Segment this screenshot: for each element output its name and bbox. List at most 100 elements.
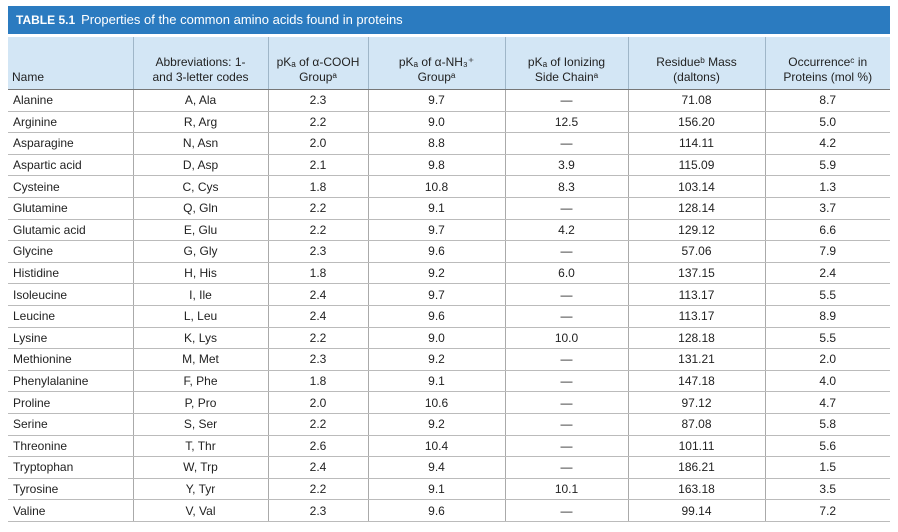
table-cell: 5.9 — [765, 154, 890, 177]
table-cell: 10.8 — [368, 175, 506, 198]
table-cell: 2.2 — [268, 413, 369, 436]
table-cell: L, Leu — [133, 305, 269, 328]
table-row: Tyrosine Y, Tyr 2.2 9.1 10.1 163.18 3.5 — [8, 478, 890, 501]
table-cell: 3.7 — [765, 197, 890, 220]
table-cell: 5.8 — [765, 413, 890, 436]
table-cell: N, Asn — [133, 132, 269, 155]
table-cell: 5.5 — [765, 327, 890, 350]
table-cell: Y, Tyr — [133, 478, 269, 501]
table-cell: Isoleucine — [8, 283, 134, 306]
table-cell: Lysine — [8, 327, 134, 350]
table-cell: A, Ala — [133, 89, 269, 112]
table-cell: 2.0 — [268, 391, 369, 414]
table-cell: 147.18 — [628, 370, 766, 393]
table-cell: 2.2 — [268, 197, 369, 220]
table-cell: 128.14 — [628, 197, 766, 220]
table-cell: 2.4 — [268, 305, 369, 328]
table-cell: 9.6 — [368, 240, 506, 263]
table-cell: 2.2 — [268, 478, 369, 501]
table-cell: 10.1 — [505, 478, 629, 501]
table-row: Arginine R, Arg 2.2 9.0 12.5 156.20 5.0 — [8, 111, 890, 134]
table-row: Serine S, Ser 2.2 9.2—87.08 5.8 — [8, 413, 890, 436]
table-cell: 9.1 — [368, 370, 506, 393]
table-cell: — — [505, 435, 629, 458]
table-cell: 9.7 — [368, 89, 506, 112]
table-cell: 9.4 — [368, 456, 506, 479]
table-cell: 9.2 — [368, 262, 506, 285]
table-title: Properties of the common amino acids fou… — [81, 12, 403, 27]
table-cell: 113.17 — [628, 283, 766, 306]
table-cell: 12.5 — [505, 111, 629, 134]
table-cell: 6.0 — [505, 262, 629, 285]
table-cell: 5.6 — [765, 435, 890, 458]
table-row: Alanine A, Ala 2.3 9.7—71.08 8.7 — [8, 89, 890, 112]
table-cell: — — [505, 456, 629, 479]
table-cell: F, Phe — [133, 370, 269, 393]
table-cell: 2.2 — [268, 219, 369, 242]
table-cell: 129.12 — [628, 219, 766, 242]
table-cell: Serine — [8, 413, 134, 436]
header-text: pKₐ of α-NH₃⁺ — [398, 55, 475, 69]
table-cell: 10.6 — [368, 391, 506, 414]
table-cell: 9.2 — [368, 348, 506, 371]
table-cell: 87.08 — [628, 413, 766, 436]
table-cell: Glycine — [8, 240, 134, 263]
table-cell: 128.18 — [628, 327, 766, 350]
table-cell: — — [505, 305, 629, 328]
table-cell: 2.6 — [268, 435, 369, 458]
header-text: pKₐ of Ionizing — [527, 55, 606, 69]
table-cell: 9.0 — [368, 111, 506, 134]
table-cell: 8.9 — [765, 305, 890, 328]
table-cell: Histidine — [8, 262, 134, 285]
page: TABLE 5.1 Properties of the common amino … — [8, 6, 890, 522]
table-cell: Proline — [8, 391, 134, 414]
table-cell: 156.20 — [628, 111, 766, 134]
header-text: Groupᵃ — [299, 70, 337, 84]
table-cell: 115.09 — [628, 154, 766, 177]
table-cell: 9.7 — [368, 219, 506, 242]
table-cell: 9.8 — [368, 154, 506, 177]
amino-acid-table: Name Abbreviations: 1- and 3-letter codes p… — [8, 37, 890, 522]
table-cell: H, His — [133, 262, 269, 285]
header-text: pKₐ of α-COOH — [276, 55, 360, 69]
table-row: Glutamic acid E, Glu 2.2 9.7 4.2 129.12 6.6 — [8, 219, 890, 242]
table-cell: 10.0 — [505, 327, 629, 350]
table-cell: 1.5 — [765, 456, 890, 479]
table-row: Isoleucine I, Ile 2.4 9.7—113.17 5.5 — [8, 283, 890, 306]
table-cell: E, Glu — [133, 219, 269, 242]
table-cell: Q, Gln — [133, 197, 269, 220]
table-row: Glutamine Q, Gln 2.2 9.1—128.14 3.7 — [8, 197, 890, 220]
table-cell: Phenylalanine — [8, 370, 134, 393]
table-cell: — — [505, 197, 629, 220]
table-cell: Tryptophan — [8, 456, 134, 479]
header-cell: pKₐ of α-NH₃⁺ Groupᵃ — [368, 37, 506, 90]
table-cell: 2.0 — [268, 132, 369, 155]
table-cell: 9.6 — [368, 305, 506, 328]
table-cell: 7.9 — [765, 240, 890, 263]
table-cell: 1.8 — [268, 370, 369, 393]
table-row: Cysteine C, Cys 1.8 10.8 8.3 103.14 1.3 — [8, 175, 890, 198]
table-cell: 5.5 — [765, 283, 890, 306]
table-cell: 1.3 — [765, 175, 890, 198]
table-cell: 2.4 — [765, 262, 890, 285]
table-cell: — — [505, 413, 629, 436]
table-cell: — — [505, 348, 629, 371]
table-row: Phenylalanine F, Phe 1.8 9.1—147.18 4.0 — [8, 370, 890, 393]
table-cell: — — [505, 89, 629, 112]
table-cell: 2.3 — [268, 240, 369, 263]
header-text: (daltons) — [673, 70, 720, 84]
table-cell: 1.8 — [268, 262, 369, 285]
table-cell: 186.21 — [628, 456, 766, 479]
table-cell: G, Gly — [133, 240, 269, 263]
table-cell: 137.15 — [628, 262, 766, 285]
table-cell: 2.0 — [765, 348, 890, 371]
table-row: Leucine L, Leu 2.4 9.6—113.17 8.9 — [8, 305, 890, 328]
table-cell: 57.06 — [628, 240, 766, 263]
table-cell: 163.18 — [628, 478, 766, 501]
header-cell: Residueᵇ Mass (daltons) — [628, 37, 766, 90]
table-cell: — — [505, 499, 629, 522]
table-cell: Valine — [8, 499, 134, 522]
table-row: Tryptophan W, Trp 2.4 9.4—186.21 1.5 — [8, 456, 890, 479]
table-cell: Arginine — [8, 111, 134, 134]
table-cell: Glutamic acid — [8, 219, 134, 242]
